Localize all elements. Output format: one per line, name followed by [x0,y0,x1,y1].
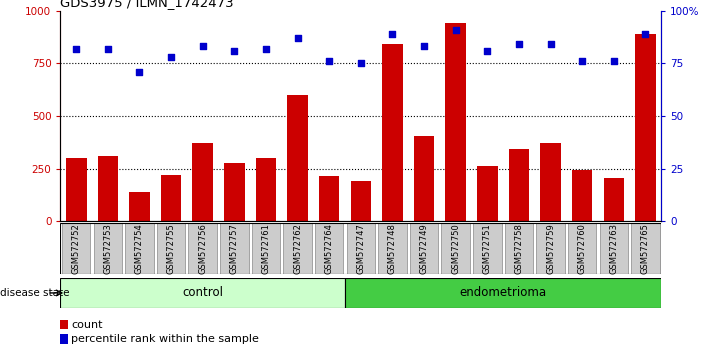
Bar [60,334,68,344]
Point [545,41,556,47]
Bar [224,163,245,221]
Bar [477,166,498,221]
Bar [94,223,122,274]
Bar [161,175,181,221]
Bar [568,223,597,274]
Text: GSM572747: GSM572747 [356,223,365,274]
Bar [473,223,501,274]
Text: GSM572761: GSM572761 [262,223,270,274]
Point [102,46,114,51]
Text: disease state: disease state [0,288,70,298]
Point [197,44,208,49]
Bar [284,223,312,274]
Bar [505,223,533,274]
Bar [635,34,656,221]
Text: count: count [71,320,102,330]
Text: GSM572757: GSM572757 [230,223,239,274]
Text: GDS3975 / ILMN_1742473: GDS3975 / ILMN_1742473 [60,0,234,10]
Bar [220,223,249,274]
Bar [508,149,529,221]
Point [324,58,335,64]
Bar [315,223,343,274]
Bar [604,178,624,221]
Text: endometrioma: endometrioma [459,286,547,299]
Bar [60,278,345,308]
Text: GSM572755: GSM572755 [166,223,176,274]
Text: GSM572751: GSM572751 [483,223,492,274]
Text: GSM572758: GSM572758 [515,223,523,274]
Text: GSM572756: GSM572756 [198,223,207,274]
Text: GSM572752: GSM572752 [72,223,81,274]
Text: control: control [182,286,223,299]
Bar [346,223,375,274]
Point [418,44,429,49]
Bar [378,223,407,274]
Bar [414,136,434,221]
Point [577,58,588,64]
Point [450,27,461,33]
Bar [256,158,277,221]
Point [481,48,493,53]
Point [260,46,272,51]
Bar [351,181,371,221]
Bar [129,192,150,221]
Text: percentile rank within the sample: percentile rank within the sample [71,334,259,344]
Bar [252,223,280,274]
Bar [631,223,660,274]
Text: GSM572764: GSM572764 [325,223,333,274]
Point [229,48,240,53]
Bar [287,95,308,221]
Text: GSM572753: GSM572753 [103,223,112,274]
Text: GSM572765: GSM572765 [641,223,650,274]
Text: GSM572748: GSM572748 [388,223,397,274]
Bar [445,23,466,221]
Text: GSM572762: GSM572762 [293,223,302,274]
Bar [540,143,561,221]
Bar [188,223,217,274]
Bar [442,223,470,274]
Point [513,41,525,47]
Bar [599,223,628,274]
Point [166,54,177,60]
Point [608,58,619,64]
Bar [193,143,213,221]
Bar [383,44,402,221]
Bar [345,278,661,308]
Bar [572,170,592,221]
Bar [410,223,438,274]
Bar [62,223,90,274]
Text: GSM572749: GSM572749 [419,223,429,274]
Point [134,69,145,75]
Text: GSM572763: GSM572763 [609,223,619,274]
Bar [536,223,565,274]
Point [356,61,367,66]
Text: GSM572754: GSM572754 [135,223,144,274]
Text: GSM572760: GSM572760 [577,223,587,274]
Text: GSM572759: GSM572759 [546,223,555,274]
Point [292,35,304,41]
Point [387,31,398,36]
Bar [125,223,154,274]
Bar [97,156,118,221]
Point [70,46,82,51]
Bar [66,158,87,221]
Bar [319,176,339,221]
Point [640,31,651,36]
Bar [60,320,68,329]
Bar [157,223,186,274]
Text: GSM572750: GSM572750 [451,223,460,274]
